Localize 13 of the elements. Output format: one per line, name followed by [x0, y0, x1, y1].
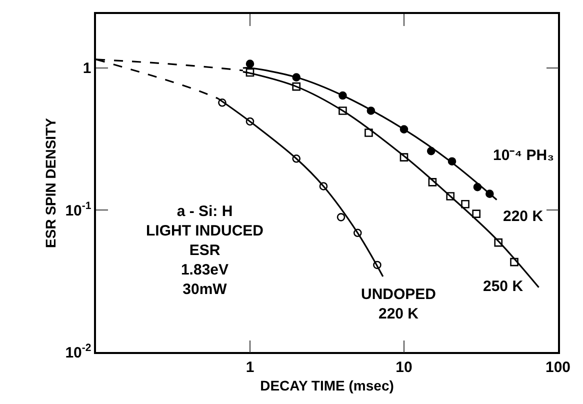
y-tick-label: 10$^{-1}$	[65, 200, 92, 220]
x-tick-label: 1	[246, 358, 254, 376]
x-tick-label: 100	[545, 358, 571, 376]
y-axis-title: ESR SPIN DENSITY	[42, 117, 58, 248]
x-tick-label: 10	[396, 358, 412, 376]
y-tick-label: 1	[82, 60, 92, 78]
x-axis-title: DECAY TIME (msec)	[260, 378, 394, 394]
annotation: UNDOPED 220 K	[361, 286, 436, 322]
y-tick-label: 10$^{-2}$	[65, 342, 92, 362]
annotation: a - Si: H LIGHT INDUCED ESR 1.83eV 30mW	[146, 203, 264, 298]
annotation: 220 K	[503, 208, 544, 225]
annotation: 250 K	[483, 278, 524, 295]
annotation: 10⁻⁴ PH₃	[493, 147, 554, 164]
